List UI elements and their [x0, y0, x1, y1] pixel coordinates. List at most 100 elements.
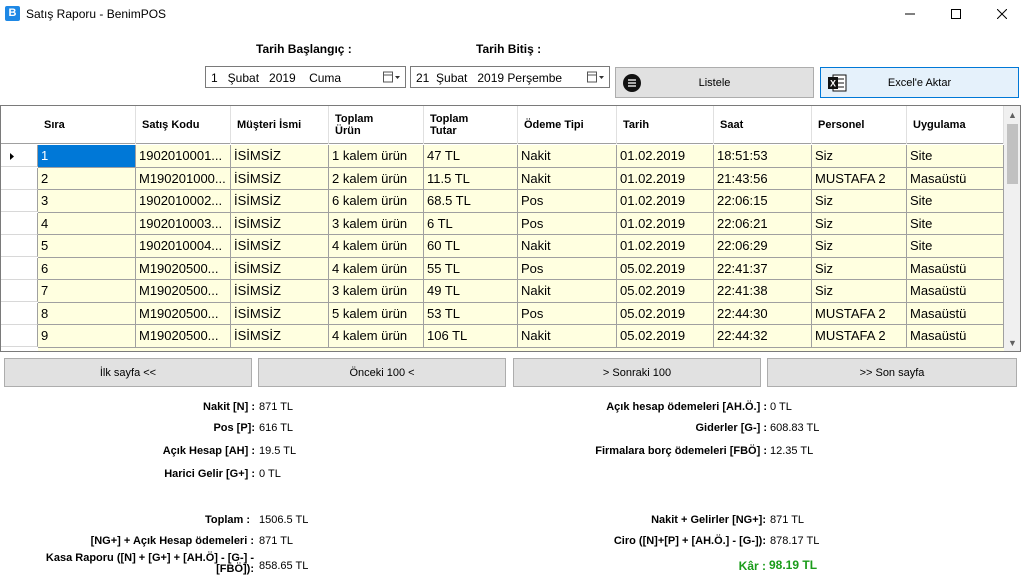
table-cell[interactable]: 2 kalem ürün: [329, 167, 424, 190]
table-cell[interactable]: 5: [38, 235, 136, 258]
table-cell[interactable]: 8: [38, 302, 136, 325]
table-cell[interactable]: Pos: [518, 302, 617, 325]
table-cell[interactable]: Masaüstü: [907, 280, 1004, 303]
table-cell[interactable]: 4 kalem ürün: [329, 235, 424, 258]
table-cell[interactable]: Masaüstü: [907, 302, 1004, 325]
previous-page-button[interactable]: Önceki 100 <: [258, 358, 506, 387]
table-cell[interactable]: İSİMSİZ: [231, 325, 329, 348]
start-date-picker[interactable]: 1 Şubat 2019 Cuma: [205, 66, 406, 88]
table-cell[interactable]: 6: [38, 257, 136, 280]
table-cell[interactable]: MUSTAFA 2: [812, 302, 907, 325]
end-date-picker[interactable]: 21 Şubat 2019 Perşembe: [410, 66, 610, 88]
table-cell[interactable]: Masaüstü: [907, 325, 1004, 348]
maximize-button[interactable]: [933, 0, 979, 28]
table-cell[interactable]: 22:06:29: [714, 235, 812, 258]
table-row[interactable]: 8 M19020500... İSİMSİZ 5 kalem ürün 53 TL Pos…: [38, 302, 1004, 325]
table-cell[interactable]: 7: [38, 280, 136, 303]
table-cell[interactable]: Site: [907, 190, 1004, 213]
table-cell[interactable]: 3: [38, 190, 136, 213]
table-cell[interactable]: M19020500...: [136, 325, 231, 348]
row-header[interactable]: [1, 302, 38, 325]
table-cell[interactable]: 05.02.2019: [617, 302, 714, 325]
table-row[interactable]: 6 M19020500... İSİMSİZ 4 kalem ürün 55 TL Pos…: [38, 257, 1004, 280]
table-cell[interactable]: 6 kalem ürün: [329, 190, 424, 213]
calendar-dropdown-icon[interactable]: [587, 71, 605, 83]
row-header[interactable]: [1, 280, 38, 302]
scroll-thumb[interactable]: [1007, 124, 1018, 184]
table-cell[interactable]: M19020500...: [136, 280, 231, 303]
table-cell[interactable]: 01.02.2019: [617, 235, 714, 258]
table-cell[interactable]: 01.02.2019: [617, 167, 714, 190]
column-header[interactable]: Ödeme Tipi: [518, 106, 617, 144]
row-header[interactable]: [1, 145, 38, 167]
calendar-dropdown-icon[interactable]: [383, 71, 401, 83]
column-header[interactable]: Tarih: [617, 106, 714, 144]
table-cell[interactable]: 4 kalem ürün: [329, 325, 424, 348]
table-cell[interactable]: Siz: [812, 212, 907, 235]
table-cell[interactable]: 21:43:56: [714, 167, 812, 190]
table-row[interactable]: 5 1902010004... İSİMSİZ 4 kalem ürün 60 TL Na…: [38, 235, 1004, 258]
column-header[interactable]: Saat: [714, 106, 812, 144]
table-cell[interactable]: Nakit: [518, 167, 617, 190]
table-cell[interactable]: 22:41:37: [714, 257, 812, 280]
table-cell[interactable]: 53 TL: [424, 302, 518, 325]
table-cell[interactable]: 1902010004...: [136, 235, 231, 258]
table-cell[interactable]: İSİMSİZ: [231, 167, 329, 190]
vertical-scrollbar[interactable]: ▲ ▼: [1004, 106, 1020, 351]
table-cell[interactable]: 1 kalem ürün: [329, 145, 424, 168]
sales-grid[interactable]: Sıra Satış Kodu Müşteri İsmi Toplam Ürün Top…: [0, 105, 1021, 352]
table-cell[interactable]: Nakit: [518, 280, 617, 303]
table-cell[interactable]: 22:44:30: [714, 302, 812, 325]
table-cell[interactable]: 3 kalem ürün: [329, 212, 424, 235]
row-header[interactable]: [1, 235, 38, 257]
table-row[interactable]: 3 1902010002... İSİMSİZ 6 kalem ürün 68.5 TL…: [38, 190, 1004, 213]
table-row[interactable]: 1 1902010001... İSİMSİZ 1 kalem ürün 47 TL Na…: [38, 145, 1004, 168]
table-cell[interactable]: 01.02.2019: [617, 190, 714, 213]
first-page-button[interactable]: İlk sayfa <<: [4, 358, 252, 387]
table-cell[interactable]: Pos: [518, 212, 617, 235]
table-cell[interactable]: 49 TL: [424, 280, 518, 303]
table-cell[interactable]: M19020500...: [136, 302, 231, 325]
table-cell[interactable]: 1: [38, 145, 136, 168]
row-header[interactable]: [1, 167, 38, 190]
table-cell[interactable]: Nakit: [518, 235, 617, 258]
table-cell[interactable]: İSİMSİZ: [231, 235, 329, 258]
table-cell[interactable]: M19020500...: [136, 257, 231, 280]
table-cell[interactable]: 22:41:38: [714, 280, 812, 303]
column-header[interactable]: Personel: [812, 106, 907, 144]
table-row-partial[interactable]: [38, 347, 1004, 351]
table-cell[interactable]: Masaüstü: [907, 167, 1004, 190]
column-header[interactable]: Uygulama: [907, 106, 1004, 144]
table-cell[interactable]: 05.02.2019: [617, 325, 714, 348]
next-page-button[interactable]: > Sonraki 100: [513, 358, 761, 387]
table-cell[interactable]: İSİMSİZ: [231, 212, 329, 235]
table-cell[interactable]: Siz: [812, 235, 907, 258]
table-cell[interactable]: Siz: [812, 257, 907, 280]
excel-export-button[interactable]: X Excel'e Aktar: [820, 67, 1019, 98]
table-cell[interactable]: Pos: [518, 257, 617, 280]
table-cell[interactable]: 4: [38, 212, 136, 235]
table-cell[interactable]: 60 TL: [424, 235, 518, 258]
table-cell[interactable]: 6 TL: [424, 212, 518, 235]
table-cell[interactable]: 05.02.2019: [617, 257, 714, 280]
table-cell[interactable]: Site: [907, 212, 1004, 235]
row-header[interactable]: [1, 212, 38, 235]
table-cell[interactable]: Siz: [812, 190, 907, 213]
column-header[interactable]: Toplam Ürün: [329, 106, 424, 144]
table-cell[interactable]: 1902010003...: [136, 212, 231, 235]
table-cell[interactable]: 01.02.2019: [617, 212, 714, 235]
last-page-button[interactable]: >> Son sayfa: [767, 358, 1017, 387]
column-header[interactable]: Sıra: [38, 106, 136, 144]
table-cell[interactable]: 47 TL: [424, 145, 518, 168]
table-cell[interactable]: MUSTAFA 2: [812, 167, 907, 190]
table-cell[interactable]: Pos: [518, 190, 617, 213]
row-header[interactable]: [1, 190, 38, 212]
table-cell[interactable]: 18:51:53: [714, 145, 812, 168]
table-cell[interactable]: Site: [907, 235, 1004, 258]
table-cell[interactable]: 1902010002...: [136, 190, 231, 213]
table-cell[interactable]: İSİMSİZ: [231, 145, 329, 168]
scroll-up-icon[interactable]: ▲: [1008, 109, 1017, 120]
table-cell[interactable]: 68.5 TL: [424, 190, 518, 213]
row-header[interactable]: [1, 325, 38, 347]
row-header[interactable]: [1, 257, 38, 280]
